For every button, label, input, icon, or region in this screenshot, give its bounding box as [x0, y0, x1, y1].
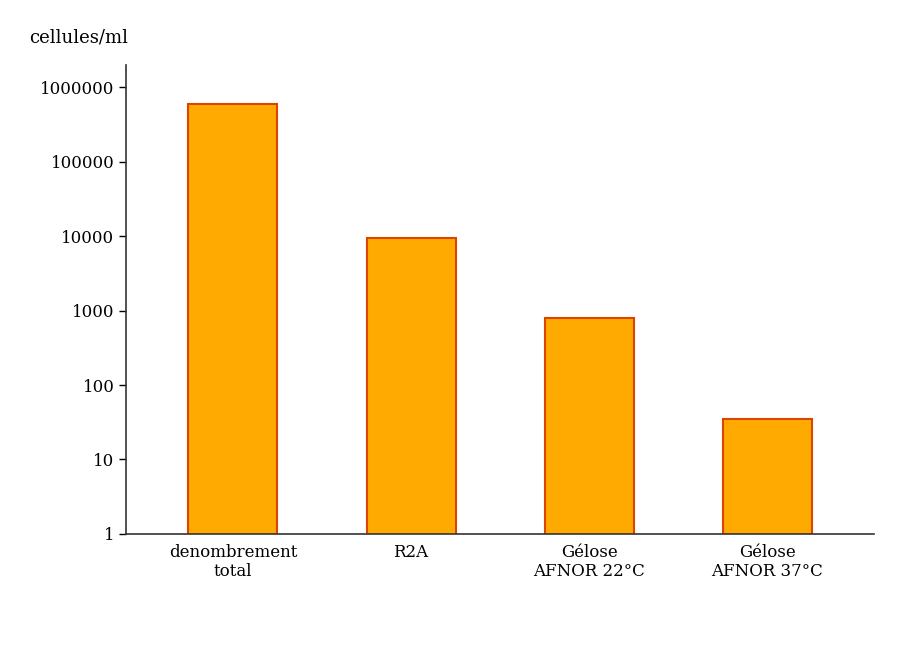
Bar	[544, 318, 633, 651]
Text: cellules/ml: cellules/ml	[29, 29, 128, 46]
Bar	[723, 419, 812, 651]
Bar	[367, 238, 456, 651]
Bar	[188, 104, 278, 651]
